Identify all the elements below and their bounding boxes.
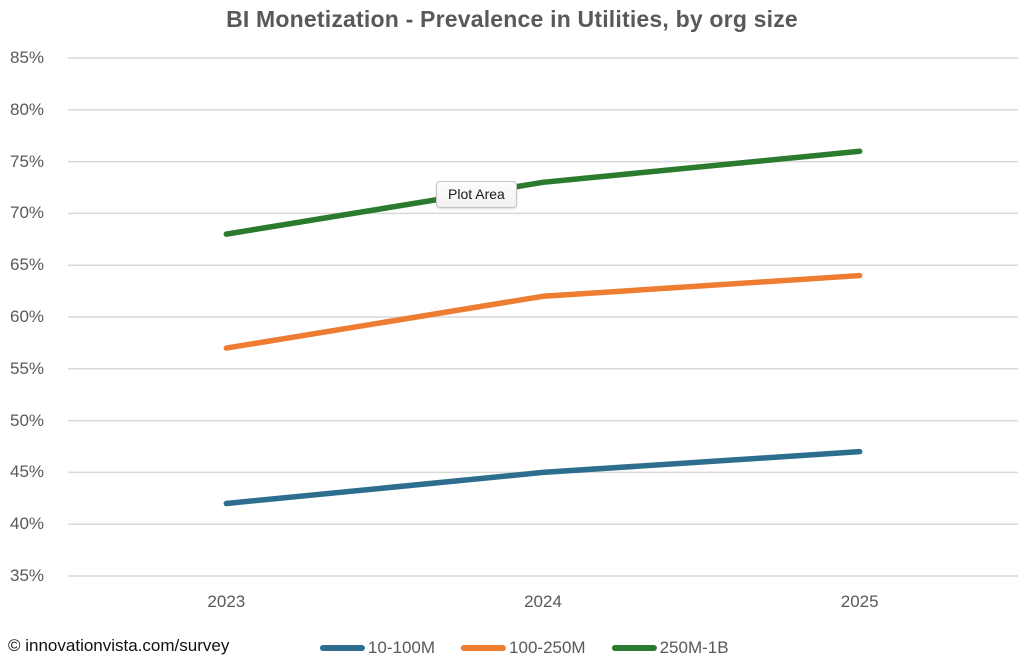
legend-label: 250M-1B	[659, 638, 729, 657]
series-line-100-250M[interactable]	[223, 272, 863, 351]
y-tick-label: 65%	[10, 255, 45, 275]
y-tick-label: 35%	[10, 566, 45, 585]
legend-label: 10-100M	[367, 638, 436, 657]
legend-swatch-icon	[319, 645, 365, 651]
legend-item-10-100M[interactable]: 10-100M	[319, 638, 436, 658]
y-tick-label: 60%	[10, 307, 45, 326]
legend-swatch-icon	[611, 645, 657, 651]
y-tick-label: 50%	[10, 410, 45, 430]
y-tick-label: 80%	[10, 99, 45, 119]
y-tick-label: 75%	[10, 151, 45, 171]
chart-title: BI Monetization - Prevalence in Utilitie…	[226, 6, 798, 32]
legend-swatch-icon	[461, 645, 507, 651]
y-tick-label: 55%	[10, 358, 45, 378]
copyright-text: © innovationvista.com/survey	[8, 636, 230, 655]
y-tick-label: 85%	[10, 48, 45, 67]
legend-label: 100-250M	[509, 638, 586, 657]
series-line-250M-1B[interactable]	[223, 148, 863, 237]
series-line-10-100M[interactable]	[223, 448, 863, 507]
y-tick-label: 45%	[10, 462, 45, 482]
x-tick-label: 2024	[524, 592, 562, 611]
chart-legend: 10-100M 100-250M 250M-1B	[319, 638, 729, 658]
y-tick-label: 40%	[10, 514, 45, 534]
legend-item-100-250M[interactable]: 100-250M	[461, 638, 586, 658]
y-tick-label: 70%	[10, 203, 45, 223]
legend-item-250M-1B[interactable]: 250M-1B	[611, 638, 729, 658]
plot-area-tooltip: Plot Area	[436, 181, 517, 208]
x-tick-label: 2023	[207, 592, 246, 611]
chart-footer: © innovationvista.com/survey 10-100M 100-…	[0, 632, 1024, 668]
x-tick-label: 2025	[840, 592, 879, 611]
